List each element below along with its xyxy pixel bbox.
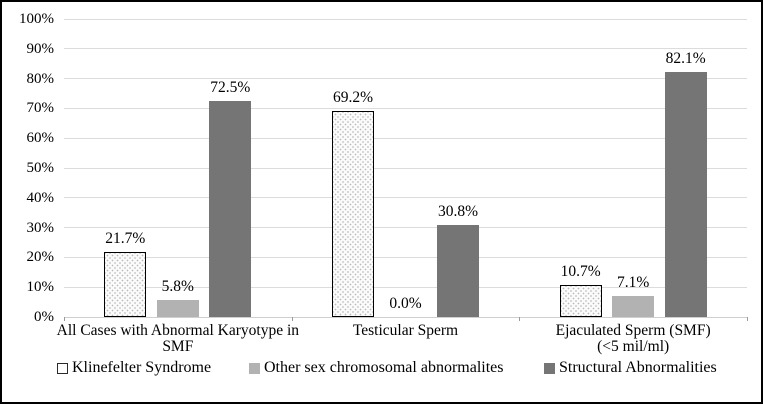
bar (209, 100, 252, 317)
bar (664, 72, 707, 317)
y-axis-tick-label: 90% (26, 40, 55, 57)
gridline (64, 227, 747, 229)
gridline (64, 78, 747, 80)
legend-item-structural-abnormalities: Structural Abnormalities (544, 358, 717, 378)
category-axis-label: Testicular Sperm (256, 323, 556, 339)
gridline (64, 107, 747, 109)
gridline (64, 137, 747, 139)
category-axis-label: Ejaculated Sperm (SMF) (<5 mil/ml) (483, 322, 761, 355)
legend-item-other-sex-chromosomal: Other sex chromosomal abnormalites (249, 358, 504, 378)
y-axis-tick-label: 10% (26, 279, 55, 296)
y-axis-tick-label: 30% (26, 219, 55, 236)
x-axis-tick (519, 317, 521, 321)
category-axis-label: All Cases with Abnormal Karyotype in SMF (28, 323, 328, 355)
bar-value-label: 7.1% (617, 273, 650, 291)
gray-swatch-icon (249, 362, 260, 374)
x-axis-tick (747, 317, 748, 321)
legend-label: Other sex chromosomal abnormalites (264, 359, 504, 376)
y-axis-tick-label: 40% (26, 189, 55, 206)
y-axis-tick-label: 0% (34, 309, 54, 325)
legend-label: Klinefelter Syndrome (72, 359, 212, 376)
y-axis-tick-label: 100% (19, 11, 54, 27)
bar-value-label: 0.0% (389, 295, 422, 312)
dotted-swatch-icon (57, 362, 68, 374)
gridline (64, 197, 747, 199)
bar (612, 295, 655, 317)
legend: Klinefelter Syndrome Other sex chromosom… (2, 358, 761, 380)
bar-value-label: 69.2% (332, 88, 374, 106)
bar-value-label: 10.7% (560, 263, 601, 281)
y-axis-tick-label: 20% (26, 249, 55, 266)
legend-item-klinefelter-syndrome: Klinefelter Syndrome (57, 358, 211, 378)
gridline (64, 167, 747, 169)
bar-value-label: 21.7% (105, 230, 146, 248)
y-axis-tick-label: 70% (26, 100, 55, 117)
bar (437, 225, 479, 317)
x-axis-tick (64, 317, 65, 321)
category-label-line: All Cases with Abnormal Karyotype in (56, 322, 300, 339)
x-axis-tick (291, 317, 293, 321)
category-label-line: SMF (162, 338, 194, 355)
bar (156, 299, 199, 317)
bar (104, 252, 147, 317)
bar (559, 285, 602, 317)
category-label-line: (<5 mil/ml) (597, 338, 670, 355)
bar-value-label: 72.5% (210, 78, 251, 96)
bar-value-label: 30.8% (437, 203, 479, 221)
y-axis-tick-label: 80% (26, 70, 55, 87)
gridline (64, 48, 747, 50)
category-label-line: Ejaculated Sperm (SMF) (555, 322, 711, 339)
y-axis-tick-label: 60% (26, 130, 55, 147)
legend-label: Structural Abnormalities (559, 359, 717, 376)
category-label-line: Testicular Sperm (352, 322, 459, 339)
y-axis-tick-label: 50% (26, 160, 55, 176)
gridline (64, 256, 747, 258)
gridline (64, 18, 747, 20)
dark-swatch-icon (544, 362, 555, 374)
bar (332, 110, 374, 317)
bar-value-label: 82.1% (665, 50, 706, 68)
gridline (64, 286, 747, 288)
bar-value-label: 5.8% (161, 277, 194, 295)
gridline (64, 316, 747, 318)
